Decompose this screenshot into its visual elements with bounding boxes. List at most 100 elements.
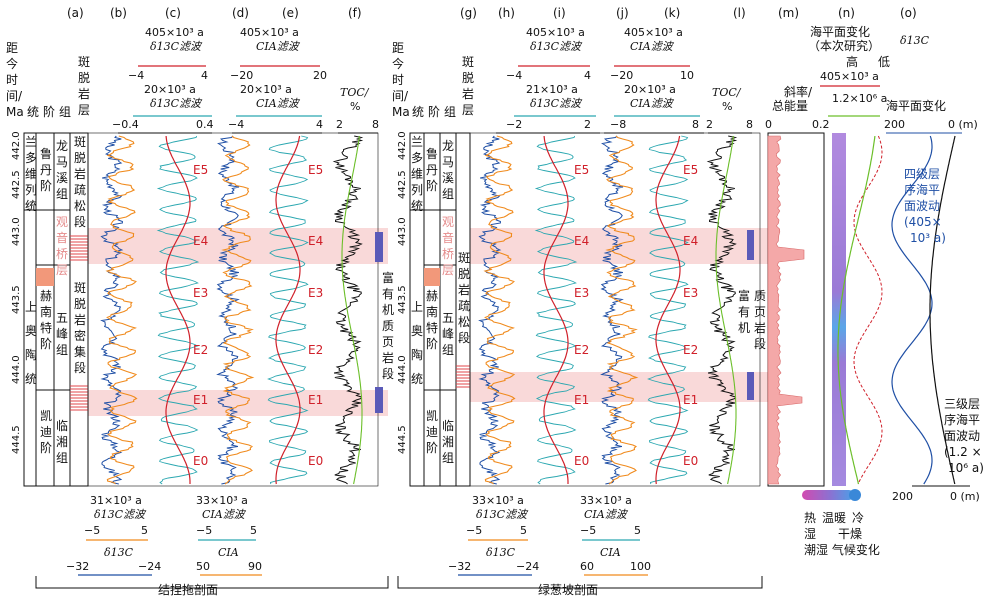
svg-text:观: 观 bbox=[56, 215, 68, 229]
svg-text:斑: 斑 bbox=[74, 281, 86, 295]
svg-text:陶: 陶 bbox=[411, 347, 423, 362]
d13c-31ka-filter-curve bbox=[483, 135, 516, 485]
eccentricity-label: E4 bbox=[683, 234, 698, 248]
svg-text:岩: 岩 bbox=[754, 320, 766, 335]
svg-text:(i): (i) bbox=[553, 6, 566, 20]
left-series-labels: 兰 多 维 列 统 上 奥 陶 统 鲁 丹 阶 赫 南 特 阶 凯 迪 阶 龙 … bbox=[25, 135, 68, 465]
svg-text:5: 5 bbox=[634, 524, 641, 537]
svg-text:CIA: CIA bbox=[600, 546, 621, 559]
svg-text:δ13C滤波: δ13C滤波 bbox=[150, 40, 203, 53]
eccentricity-label: E1 bbox=[193, 393, 208, 407]
svg-text:−5: −5 bbox=[196, 524, 212, 537]
svg-text:50: 50 bbox=[196, 560, 210, 573]
svg-text:5: 5 bbox=[520, 524, 527, 537]
svg-text:4: 4 bbox=[316, 118, 323, 131]
svg-text:−20: −20 bbox=[230, 69, 253, 82]
eccentricity-label: E3 bbox=[193, 286, 208, 300]
svg-text:上: 上 bbox=[411, 300, 423, 314]
age-tick-label: 444.5 bbox=[11, 425, 22, 454]
d13c-20ka-filter-curve bbox=[534, 135, 578, 485]
eccentricity-label: E1 bbox=[574, 393, 589, 407]
svg-text:丹: 丹 bbox=[426, 163, 438, 177]
svg-text:(j): (j) bbox=[616, 6, 629, 20]
svg-text:距: 距 bbox=[6, 41, 18, 55]
age-tick-label: 444.0 bbox=[397, 355, 408, 384]
age-tick-label: 444.5 bbox=[397, 425, 408, 454]
svg-text:迪: 迪 bbox=[426, 425, 438, 439]
eccentricity-label: E3 bbox=[308, 286, 323, 300]
svg-text:组: 组 bbox=[442, 451, 454, 465]
eccentricity-label: E4 bbox=[308, 234, 323, 248]
cia-33ka-filter-curve bbox=[605, 135, 639, 485]
left-section-bracket: 结捏拖剖面 bbox=[35, 576, 389, 597]
svg-text:−32: −32 bbox=[66, 560, 89, 573]
toc-trend-curve bbox=[715, 135, 737, 485]
svg-text:组: 组 bbox=[56, 451, 68, 465]
svg-text:兰: 兰 bbox=[25, 135, 37, 149]
svg-text:4: 4 bbox=[584, 69, 591, 82]
age-tick-label: 442.5 bbox=[11, 170, 22, 199]
eccentricity-label: E0 bbox=[308, 454, 323, 468]
svg-text:层: 层 bbox=[56, 263, 68, 277]
d13c-31ka-filter-curve bbox=[105, 135, 138, 485]
svg-text:90: 90 bbox=[248, 560, 262, 573]
svg-text:阶: 阶 bbox=[426, 179, 438, 193]
svg-text:溪: 溪 bbox=[56, 171, 68, 185]
axis-b-bottom: 31×10³ a δ13C滤波 −5 5 δ13C −32 −24 bbox=[66, 494, 161, 576]
svg-text:结捏拖剖面: 结捏拖剖面 bbox=[158, 582, 218, 597]
axis-c-top: 405×10³ a δ13C滤波 −4 4 20×10³ a δ13C滤波 −0… bbox=[112, 26, 214, 134]
svg-text:−5: −5 bbox=[84, 524, 100, 537]
d13c-405ka-filter-curve bbox=[543, 135, 569, 484]
svg-text:凯: 凯 bbox=[426, 409, 438, 423]
svg-text:兰: 兰 bbox=[411, 135, 423, 149]
eccentricity-label: E0 bbox=[683, 454, 698, 468]
svg-text:组: 组 bbox=[444, 105, 456, 119]
svg-text:阶: 阶 bbox=[426, 441, 438, 455]
svg-text:−8: −8 bbox=[610, 118, 626, 131]
svg-text:（本次研究）: （本次研究） bbox=[808, 38, 880, 53]
eccentricity-label: E4 bbox=[574, 234, 589, 248]
svg-text:间/: 间/ bbox=[392, 89, 409, 103]
svg-text:2: 2 bbox=[336, 118, 343, 131]
svg-text:绿葱坡剖面: 绿葱坡剖面 bbox=[538, 582, 598, 597]
eccentricity-label: E3 bbox=[574, 286, 589, 300]
eccentricity-label: E1 bbox=[308, 393, 323, 407]
svg-text:斑: 斑 bbox=[458, 251, 470, 265]
svg-text:Ma: Ma bbox=[392, 105, 410, 119]
svg-text:CIA滤波: CIA滤波 bbox=[630, 97, 675, 110]
axis-e-top: 405×10³ a CIA滤波 −20 20 20×10³ a CIA滤波 −4… bbox=[228, 26, 327, 134]
eccentricity-label: E5 bbox=[308, 163, 323, 177]
svg-text:临: 临 bbox=[442, 419, 454, 433]
left-age-header: 距 今 时 间/ Ma 统 阶 组 bbox=[6, 41, 71, 119]
svg-text:斑: 斑 bbox=[462, 55, 474, 69]
svg-text:−5: −5 bbox=[466, 524, 482, 537]
svg-text:(d): (d) bbox=[232, 6, 249, 20]
svg-text:组: 组 bbox=[56, 187, 68, 201]
svg-text:33×10³ a: 33×10³ a bbox=[196, 494, 248, 507]
svg-text:δ13C: δ13C bbox=[900, 34, 930, 47]
svg-text:(g): (g) bbox=[460, 6, 477, 20]
svg-text:100: 100 bbox=[630, 560, 651, 573]
svg-text:(m): (m) bbox=[778, 6, 799, 20]
svg-text:60: 60 bbox=[580, 560, 594, 573]
d13c-405ka-filter-curve bbox=[165, 135, 191, 484]
age-tick-label: 443.0 bbox=[11, 217, 22, 246]
svg-text:405×10³ a: 405×10³ a bbox=[624, 26, 683, 39]
right-section-bracket: 绿葱坡剖面 bbox=[397, 576, 763, 597]
svg-text:五: 五 bbox=[442, 311, 454, 325]
d13c-20ka-filter-curve bbox=[156, 135, 200, 485]
svg-text:8: 8 bbox=[746, 118, 753, 131]
age-tick-label: 443.0 bbox=[397, 217, 408, 246]
svg-text:阶: 阶 bbox=[428, 105, 440, 119]
svg-text:溪: 溪 bbox=[442, 171, 454, 185]
svg-text:丹: 丹 bbox=[40, 163, 52, 177]
svg-text:(405×: (405× bbox=[904, 215, 942, 229]
band-e1-left bbox=[88, 390, 388, 416]
svg-text:序海平: 序海平 bbox=[904, 182, 940, 197]
svg-text:阶: 阶 bbox=[40, 337, 52, 351]
svg-text:(1.2 ×: (1.2 × bbox=[944, 445, 982, 459]
svg-text:湘: 湘 bbox=[56, 434, 68, 449]
svg-text:0 (m): 0 (m) bbox=[950, 490, 980, 503]
svg-text:(h): (h) bbox=[498, 6, 515, 20]
svg-text:δ13C滤波: δ13C滤波 bbox=[530, 40, 583, 53]
